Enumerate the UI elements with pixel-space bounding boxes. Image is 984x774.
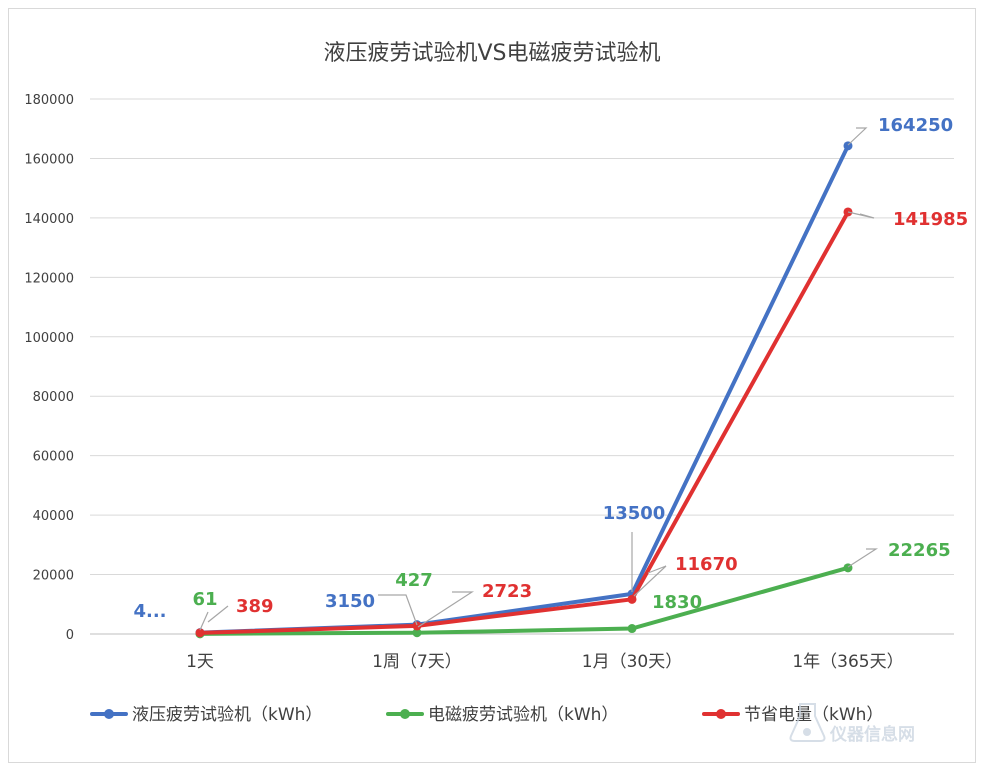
y-tick-label: 120000 (24, 271, 74, 286)
leader-line (207, 605, 229, 623)
legend-label: 电磁疲劳试验机（kWh） (428, 705, 618, 725)
x-tick-label: 1月（30天） (582, 652, 682, 672)
watermark: 仪器信息网 (789, 703, 915, 745)
chart-title: 液压疲劳试验机VS电磁疲劳试验机 (323, 41, 660, 66)
leader-line (847, 211, 875, 219)
legend-swatch-marker (104, 709, 114, 719)
y-axis-ticks: 0 20000 40000 60000 80000 100000 120000 140000 1… (24, 93, 74, 643)
series-line (198, 565, 850, 636)
data-point (627, 594, 637, 604)
series-line (198, 209, 850, 635)
y-tick-label: 160000 (24, 152, 74, 167)
y-tick-label: 100000 (24, 331, 74, 346)
legend-swatch-marker (716, 709, 726, 719)
flask-icon (789, 703, 826, 742)
data-point (195, 628, 205, 638)
data-point (412, 628, 422, 638)
x-axis-ticks: 1天 1周（7天） 1月（30天） 1年（365天） (186, 652, 904, 672)
label-leader-lines (199, 127, 879, 631)
series-layer (195, 141, 853, 639)
data-label: 11670 (675, 554, 738, 575)
y-tick-label: 180000 (24, 93, 74, 108)
leader-line (633, 565, 667, 597)
data-label: 164250 (878, 115, 953, 136)
y-tick-label: 40000 (33, 509, 74, 524)
data-label: 61 (192, 589, 217, 610)
data-label: 2723 (482, 581, 532, 602)
legend-label: 液压疲劳试验机（kWh） (132, 705, 322, 725)
watermark-text: 仪器信息网 (829, 724, 915, 745)
chart-frame (8, 8, 976, 763)
y-tick-label: 140000 (24, 212, 74, 227)
x-tick-label: 1周（7天） (372, 652, 462, 672)
data-label: 4... (133, 601, 166, 622)
data-point (627, 624, 637, 634)
data-label: 1830 (652, 592, 702, 613)
legend: 液压疲劳试验机（kWh） 电磁疲劳试验机（kWh） 节省电量（kWh） (90, 705, 883, 725)
data-label: 427 (395, 570, 433, 591)
data-label: 141985 (893, 209, 968, 230)
legend-label: 节省电量（kWh） (744, 705, 883, 725)
x-tick-label: 1天 (186, 652, 214, 672)
legend-swatch-marker (400, 709, 410, 719)
y-tick-label: 60000 (33, 450, 74, 465)
leader-line (847, 548, 879, 568)
data-label: 13500 (603, 503, 666, 524)
y-tick-label: 20000 (33, 569, 74, 584)
data-label: 389 (236, 596, 274, 617)
x-tick-label: 1年（365天） (792, 652, 903, 672)
leader-line (378, 594, 418, 626)
leader-line (847, 127, 868, 146)
data-label: 3150 (325, 591, 375, 612)
data-point (412, 621, 422, 631)
y-tick-label: 0 (66, 628, 74, 643)
data-labels: 4... 3150 13500 164250 61 427 1830 22265 389 2723… (133, 115, 968, 622)
leader-line (417, 591, 475, 628)
y-tick-label: 80000 (33, 390, 74, 405)
data-point (843, 207, 853, 217)
grid-layer (90, 98, 954, 635)
leader-line (199, 611, 209, 631)
data-label: 22265 (888, 540, 951, 561)
